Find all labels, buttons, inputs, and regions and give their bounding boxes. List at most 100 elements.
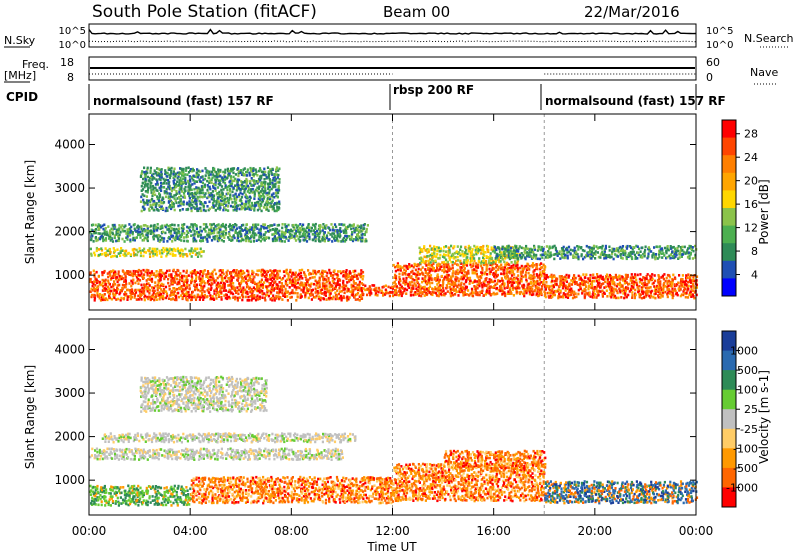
power-echo-cell — [292, 272, 294, 275]
power-echo-cell — [632, 286, 634, 289]
power-echo-cell — [341, 299, 343, 302]
power-echo-cell — [660, 287, 662, 290]
power-echo-cell — [119, 234, 121, 237]
power-echo-cell — [261, 292, 263, 295]
power-echo-cell — [263, 292, 265, 295]
power-echo-cell — [592, 277, 594, 280]
power-echo-cell — [327, 232, 329, 235]
power-echo-cell — [311, 227, 313, 230]
power-echo-cell — [330, 272, 332, 275]
power-echo-cell — [435, 292, 437, 295]
power-echo-cell — [302, 224, 304, 227]
power-echo-cell — [120, 231, 122, 234]
power-echo-cell — [226, 197, 228, 200]
power-echo-cell — [291, 289, 293, 292]
power-echo-cell — [257, 180, 259, 183]
power-echo-cell — [424, 294, 426, 297]
power-echo-cell — [606, 289, 608, 292]
power-echo-cell — [156, 182, 158, 185]
power-echo-cell — [642, 290, 644, 293]
power-echo-cell — [525, 279, 527, 282]
power-echo-cell — [153, 272, 155, 275]
power-echo-cell — [238, 240, 240, 243]
power-echo-cell — [637, 274, 639, 277]
power-echo-cell — [301, 269, 303, 272]
nsky-label: N.Sky — [4, 34, 36, 47]
power-echo-cell — [631, 296, 633, 299]
power-echo-cell — [420, 295, 422, 298]
power-echo-cell — [122, 270, 124, 273]
power-echo-cell — [174, 209, 176, 212]
power-echo-cell — [291, 234, 293, 237]
power-echo-cell — [456, 250, 458, 253]
power-echo-cell — [518, 287, 520, 290]
power-echo-cell — [201, 230, 203, 233]
power-echo-cell — [415, 269, 417, 272]
power-echo-cell — [303, 228, 305, 231]
power-echo-cell — [540, 291, 542, 294]
power-echo-cell — [415, 287, 417, 290]
power-echo-cell — [154, 285, 156, 288]
power-echo-cell — [118, 270, 120, 273]
power-echo-cell — [646, 278, 648, 281]
power-echo-cell — [160, 178, 162, 181]
power-echo-cell — [424, 268, 426, 271]
power-echo-cell — [147, 278, 149, 281]
power-echo-cell — [318, 270, 320, 273]
power-echo-cell — [399, 284, 401, 287]
power-echo-cell — [177, 247, 179, 250]
power-echo-cell — [206, 226, 208, 229]
power-echo-cell — [233, 176, 235, 179]
power-echo-cell — [525, 271, 527, 274]
power-echo-cell — [577, 293, 579, 296]
power-echo-cell — [292, 292, 294, 295]
power-echo-cell — [325, 291, 327, 294]
power-echo-cell — [472, 292, 474, 295]
power-echo-cell — [309, 285, 311, 288]
power-echo-cell — [276, 284, 278, 287]
power-echo-cell — [191, 199, 193, 202]
power-echo-cell — [112, 292, 114, 295]
power-echo-cell — [126, 298, 128, 301]
power-echo-cell — [276, 166, 278, 169]
power-echo-cell — [360, 269, 362, 272]
power-echo-cell — [459, 260, 461, 263]
power-echo-cell — [434, 255, 436, 258]
power-echo-cell — [144, 202, 146, 205]
power-echo-cell — [213, 298, 215, 301]
power-echo-cell — [169, 174, 171, 177]
power-echo-cell — [443, 246, 445, 249]
power-echo-cell — [114, 249, 116, 252]
power-echo-cell — [448, 274, 450, 277]
power-echo-cell — [235, 201, 237, 204]
power-echo-cell — [194, 250, 196, 253]
power-echo-cell — [106, 231, 108, 234]
power-echo-cell — [452, 294, 454, 297]
power-echo-cell — [530, 281, 532, 284]
power-echo-cell — [237, 184, 239, 187]
power-echo-cell — [332, 226, 334, 229]
power-echo-cell — [336, 273, 338, 276]
power-echo-cell — [492, 267, 494, 270]
power-echo-cell — [255, 204, 257, 207]
power-echo-cell — [445, 259, 447, 262]
power-echo-cell — [256, 285, 258, 288]
power-echo-cell — [565, 289, 567, 292]
power-echo-cell — [223, 236, 225, 239]
power-echo-cell — [224, 283, 226, 286]
power-echo-cell — [287, 299, 289, 302]
power-echo-cell — [226, 176, 228, 179]
power-echo-cell — [305, 278, 307, 281]
power-echo-cell — [169, 204, 171, 207]
power-echo-cell — [634, 273, 636, 276]
power-echo-cell — [132, 279, 134, 282]
power-echo-cell — [312, 238, 314, 241]
power-echo-cell — [202, 192, 204, 195]
power-echo-cell — [222, 269, 224, 272]
power-echo-cell — [562, 295, 564, 298]
power-echo-cell — [152, 248, 154, 251]
power-echo-cell — [303, 286, 305, 289]
power-echo-cell — [361, 236, 363, 239]
power-echo-cell — [215, 228, 217, 231]
power-echo-cell — [417, 271, 419, 274]
